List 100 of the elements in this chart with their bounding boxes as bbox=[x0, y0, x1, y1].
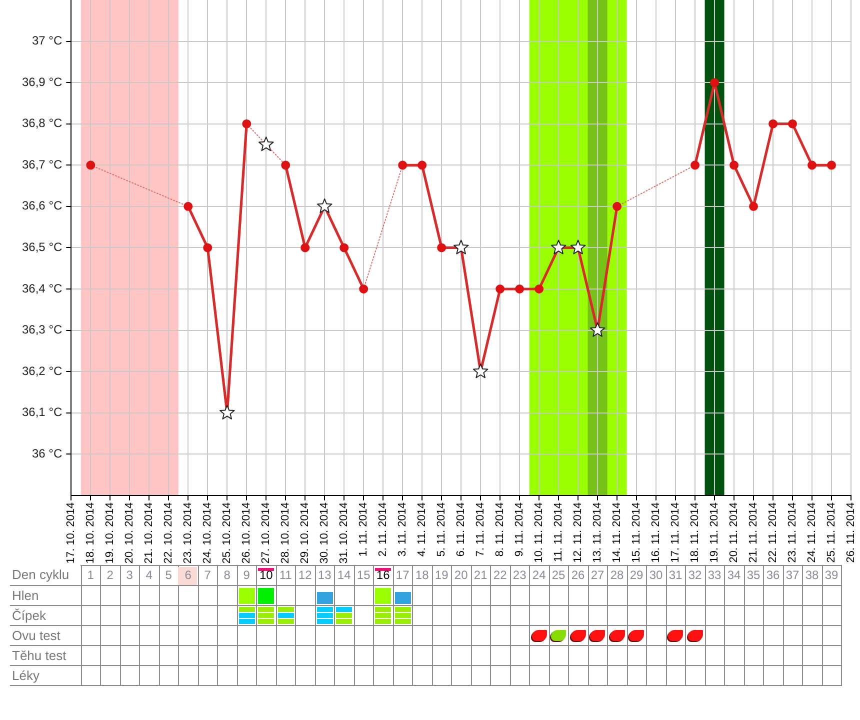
x-tick-label: 13. 11. 2014 bbox=[592, 502, 604, 563]
x2-tick-label: 23 bbox=[512, 568, 527, 582]
x2-tick-label: 31 bbox=[668, 568, 683, 582]
x-tick-label: 3. 11. 2014 bbox=[396, 502, 409, 557]
x-tick-label: 7. 11. 2014 bbox=[474, 502, 487, 557]
x2-tick-label: 5 bbox=[165, 568, 172, 582]
y-tick-label: 36,3 °C bbox=[22, 322, 62, 337]
x2-tick-label: 7 bbox=[204, 568, 212, 582]
point bbox=[203, 243, 212, 252]
y-tick-label: 36,4 °C bbox=[22, 281, 62, 296]
x2-tick-label: 16 bbox=[376, 568, 390, 582]
x-tick-label: 9. 11. 2014 bbox=[514, 502, 526, 557]
x-tick-label: 17. 10. 2014 bbox=[65, 502, 78, 564]
y-tick-label: 36,7 °C bbox=[22, 157, 62, 172]
point bbox=[398, 160, 408, 170]
point bbox=[219, 404, 235, 420]
point bbox=[534, 284, 544, 294]
point bbox=[550, 240, 566, 254]
x2-tick-label: 13 bbox=[318, 568, 332, 582]
x-tick-label: 14. 11. 2014 bbox=[611, 502, 624, 563]
y-tick-label: 37 °C bbox=[32, 34, 62, 48]
x2-tick-label: 20 bbox=[454, 568, 468, 582]
x2-tick-label: 14 bbox=[337, 568, 352, 582]
category-label: Ovu test bbox=[12, 628, 60, 643]
x-tick-label: 30. 10. 2014 bbox=[318, 502, 331, 564]
point bbox=[590, 322, 606, 337]
x2-tick-label: 35 bbox=[746, 568, 761, 582]
x2-tick-label: 24 bbox=[532, 568, 546, 582]
x-tick-label: 21. 10. 2014 bbox=[143, 502, 156, 564]
point bbox=[710, 78, 720, 88]
point bbox=[749, 202, 758, 211]
x2-tick-label: 10 bbox=[259, 568, 274, 582]
y-tick-label: 36,5 °C bbox=[22, 240, 62, 254]
x2-tick-label: 33 bbox=[708, 568, 722, 582]
y-tick-label: 36,1 °C bbox=[22, 405, 62, 420]
x-tick-label: 15. 11. 2014 bbox=[630, 502, 643, 563]
category-label: Léky bbox=[12, 668, 40, 683]
x2-tick-label: 8 bbox=[224, 568, 231, 582]
point bbox=[730, 160, 739, 170]
point bbox=[612, 202, 622, 211]
x2-tick-label: 3 bbox=[126, 568, 134, 582]
x-tick-label: 28. 10. 2014 bbox=[280, 502, 292, 564]
y-tick-label: 36 °C bbox=[32, 446, 62, 460]
x2-tick-label: 30 bbox=[649, 568, 664, 582]
x2-tick-label: 34 bbox=[727, 568, 742, 582]
x-tick-label: 18. 11. 2014 bbox=[689, 502, 702, 563]
x-tick-label: 29. 10. 2014 bbox=[299, 502, 312, 564]
x-tick-label: 2. 11. 2014 bbox=[377, 502, 390, 557]
point bbox=[340, 243, 349, 252]
x-tick-label: 31. 10. 2014 bbox=[338, 502, 350, 564]
x-tick-label: 21. 11. 2014 bbox=[748, 502, 760, 563]
x-tick-label: 25. 11. 2014 bbox=[826, 502, 838, 563]
x-tick-label: 26. 10. 2014 bbox=[240, 502, 253, 564]
x-tick-label: 18. 10. 2014 bbox=[84, 502, 97, 564]
x2-tick-label: 12 bbox=[298, 568, 312, 582]
x2-tick-label: 37 bbox=[786, 568, 800, 582]
x2-tick-label: 9 bbox=[243, 568, 250, 582]
x-tick-label: 5. 11. 2014 bbox=[436, 502, 448, 557]
x2-tick-label: 6 bbox=[184, 568, 192, 582]
x-tick-label: 23. 11. 2014 bbox=[786, 502, 799, 563]
x-tick-label: 11. 11. 2014 bbox=[552, 502, 565, 562]
point bbox=[472, 364, 488, 378]
x2-tick-label: 26 bbox=[571, 568, 586, 582]
y-tick-label: 36,2 °C bbox=[22, 364, 62, 378]
point bbox=[827, 160, 836, 170]
x2-tick-label: 18 bbox=[415, 568, 430, 582]
x-tick-label: 24. 11. 2014 bbox=[806, 502, 818, 563]
x2-tick-label: 19 bbox=[434, 568, 449, 582]
y-tick-label: 36,9 °C bbox=[22, 74, 62, 89]
point bbox=[788, 119, 798, 128]
x-tick-label: 22. 10. 2014 bbox=[162, 502, 175, 564]
x-tick-label: 24. 10. 2014 bbox=[202, 502, 214, 564]
point bbox=[690, 160, 700, 170]
point bbox=[316, 198, 332, 213]
x-tick-label: 4. 11. 2014 bbox=[416, 502, 428, 557]
x-tick-label: 1. 11. 2014 bbox=[358, 502, 370, 557]
point bbox=[570, 240, 586, 254]
x2-tick-label: 32 bbox=[688, 568, 702, 582]
y-tick-label: 36,6 °C bbox=[22, 198, 62, 213]
point bbox=[300, 243, 310, 252]
x2-tick-label: 15 bbox=[356, 568, 371, 582]
point bbox=[418, 160, 427, 170]
x-tick-label: 6. 11. 2014 bbox=[455, 502, 468, 557]
point bbox=[242, 119, 252, 128]
x-tick-label: 17. 11. 2014 bbox=[670, 502, 682, 563]
x2-tick-label: 21 bbox=[474, 568, 488, 582]
x2-tick-label: 1 bbox=[87, 568, 94, 582]
x-tick-label: 10. 11. 2014 bbox=[533, 502, 546, 563]
point bbox=[258, 136, 274, 152]
x-tick-label: 19. 10. 2014 bbox=[104, 502, 116, 564]
y-tick-label: 36,8 °C bbox=[22, 116, 62, 130]
x-tick-label: 12. 11. 2014 bbox=[572, 502, 584, 563]
x2-axis-title: Den cyklu bbox=[12, 567, 70, 582]
x2-tick-label: 28 bbox=[610, 568, 624, 582]
point bbox=[496, 284, 505, 294]
point bbox=[437, 243, 446, 252]
x2-tick-label: 22 bbox=[493, 568, 508, 582]
point bbox=[86, 160, 96, 170]
category-label: Hlen bbox=[12, 588, 39, 603]
x2-tick-label: 2 bbox=[106, 568, 114, 582]
